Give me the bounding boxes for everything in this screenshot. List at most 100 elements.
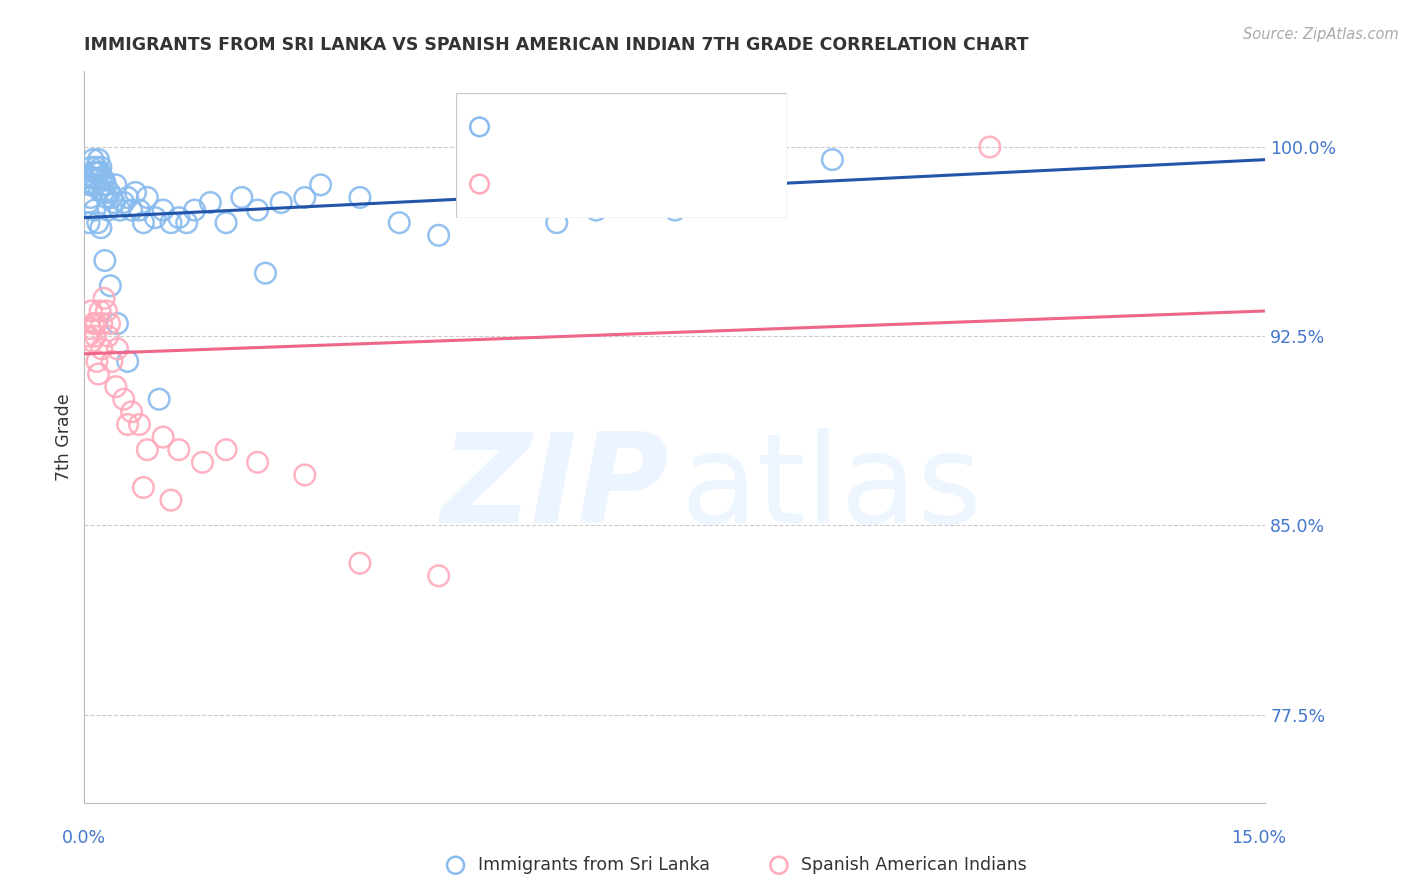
Point	[107, 317, 129, 331]
Point	[91, 186, 114, 200]
Point	[96, 190, 118, 204]
Point	[160, 216, 183, 230]
Text: Spanish American Indians: Spanish American Indians	[801, 856, 1028, 874]
Point	[117, 190, 139, 204]
Point	[98, 278, 121, 293]
Point	[103, 195, 125, 210]
Point	[132, 216, 155, 230]
Point	[215, 216, 238, 230]
Point	[294, 190, 316, 204]
Point	[427, 228, 450, 243]
Point	[98, 186, 121, 200]
Point	[152, 203, 174, 218]
Point	[90, 220, 112, 235]
Point	[93, 291, 115, 305]
Point	[124, 186, 146, 200]
Point	[104, 178, 127, 192]
Point	[89, 304, 111, 318]
Y-axis label: 7th Grade: 7th Grade	[55, 393, 73, 481]
Text: Immigrants from Sri Lanka: Immigrants from Sri Lanka	[478, 856, 710, 874]
Point	[183, 203, 205, 218]
Point	[83, 203, 105, 218]
Point	[506, 178, 529, 192]
Point	[90, 342, 112, 356]
Point	[94, 253, 117, 268]
Point	[87, 216, 110, 230]
Point	[176, 216, 198, 230]
Point	[254, 266, 277, 280]
Point	[246, 455, 269, 469]
Point	[108, 203, 131, 218]
Point	[84, 317, 107, 331]
Point	[84, 165, 107, 179]
Point	[427, 569, 450, 583]
Point	[104, 379, 127, 393]
Point	[200, 195, 222, 210]
Point	[768, 858, 790, 872]
Point	[121, 203, 143, 218]
Point	[79, 178, 101, 192]
Point	[101, 190, 124, 204]
Point	[77, 329, 100, 343]
Point	[167, 211, 190, 225]
Point	[97, 203, 120, 218]
Text: ZIP: ZIP	[440, 428, 669, 549]
Point	[703, 190, 725, 204]
Point	[132, 481, 155, 495]
Point	[96, 304, 118, 318]
Point	[91, 178, 114, 192]
Point	[84, 160, 107, 174]
Point	[246, 203, 269, 218]
Point	[87, 165, 110, 179]
Text: 0.0%: 0.0%	[62, 829, 107, 847]
Point	[349, 190, 371, 204]
Point	[821, 153, 844, 167]
Point	[90, 170, 112, 185]
Point	[143, 211, 166, 225]
Point	[86, 354, 108, 368]
Point	[215, 442, 238, 457]
Point	[349, 556, 371, 570]
Point	[121, 405, 143, 419]
Point	[152, 430, 174, 444]
Text: IMMIGRANTS FROM SRI LANKA VS SPANISH AMERICAN INDIAN 7TH GRADE CORRELATION CHART: IMMIGRANTS FROM SRI LANKA VS SPANISH AME…	[84, 36, 1029, 54]
Point	[585, 203, 607, 218]
Point	[89, 183, 111, 197]
Point	[80, 160, 103, 174]
Point	[82, 334, 104, 349]
Text: Source: ZipAtlas.com: Source: ZipAtlas.com	[1243, 27, 1399, 42]
Point	[89, 165, 111, 179]
Point	[112, 392, 135, 407]
Point	[231, 190, 253, 204]
Point	[467, 178, 489, 192]
Point	[97, 329, 120, 343]
Point	[148, 392, 170, 407]
Point	[84, 329, 107, 343]
Point	[80, 304, 103, 318]
Point	[160, 493, 183, 508]
Point	[117, 417, 139, 432]
Point	[979, 140, 1001, 154]
Point	[77, 216, 100, 230]
Point	[87, 367, 110, 381]
Point	[87, 153, 110, 167]
Text: 15.0%: 15.0%	[1230, 829, 1286, 847]
Point	[664, 203, 686, 218]
Point	[79, 190, 101, 204]
Point	[83, 178, 105, 192]
Point	[388, 216, 411, 230]
Point	[107, 342, 129, 356]
Point	[83, 317, 105, 331]
Point	[112, 195, 135, 210]
Point	[82, 170, 104, 185]
Point	[117, 354, 139, 368]
Point	[270, 195, 292, 210]
Point	[90, 160, 112, 174]
Point	[79, 321, 101, 335]
Point	[77, 195, 100, 210]
Point	[86, 173, 108, 187]
Point	[191, 455, 214, 469]
Point	[101, 354, 124, 368]
Point	[82, 153, 104, 167]
Point	[546, 216, 568, 230]
